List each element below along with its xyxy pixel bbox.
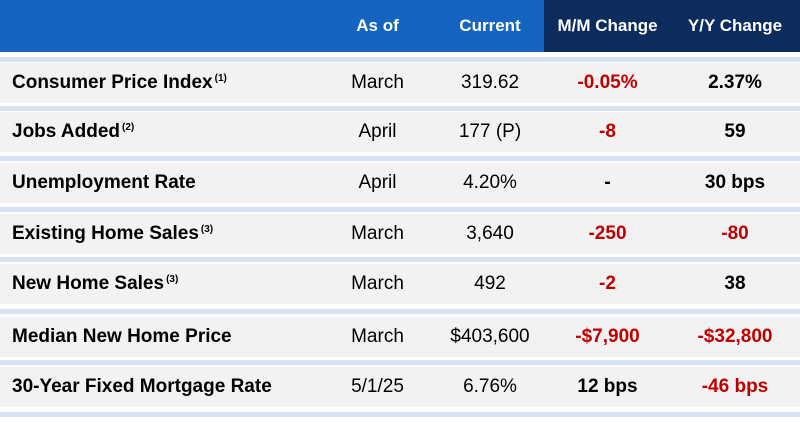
mm-change-cell: -0.05% — [577, 72, 638, 93]
row-label: New Home Sales (3) — [12, 264, 342, 304]
row-separator — [0, 156, 800, 161]
table-row: Existing Home Sales (3) March 3,640 -250 … — [0, 214, 800, 254]
footnote-ref: (3) — [166, 274, 179, 285]
current-cell: 177 (P) — [458, 121, 522, 142]
footnote-ref: (3) — [200, 224, 214, 235]
table-row: 30-Year Fixed Mortgage Rate 5/1/25 6.76%… — [0, 367, 800, 407]
mm-change-cell: -2 — [599, 273, 616, 294]
current-cell: 4.20% — [463, 172, 517, 193]
yy-change-cell: -80 — [721, 223, 749, 244]
row-separator — [0, 360, 800, 365]
current-cell: 492 — [474, 273, 506, 294]
table-row: Unemployment Rate April 4.20% - 30 bps — [0, 163, 800, 203]
yy-change-cell: -46 bps — [701, 376, 769, 397]
row-label-text: New Home Sales — [12, 273, 165, 294]
row-label: Jobs Added (2) — [12, 112, 342, 152]
table-row: Consumer Price Index (1) March 319.62 -0.… — [0, 63, 800, 103]
row-label-text: Jobs Added — [12, 121, 121, 142]
table-row: Median New Home Price March $403,600 -$7… — [0, 317, 800, 357]
row-label: Consumer Price Index (1) — [12, 63, 342, 103]
as-of-cell: April — [358, 121, 397, 142]
yy-change-cell: 30 bps — [704, 172, 766, 193]
row-label: 30-Year Fixed Mortgage Rate — [12, 367, 342, 407]
row-separator — [0, 309, 800, 314]
as-of-cell: April — [358, 172, 397, 193]
row-label-text: Consumer Price Index — [12, 72, 213, 93]
current-cell: $403,600 — [450, 326, 530, 347]
header-yy-change: Y/Y Change — [687, 16, 783, 35]
as-of-cell: 5/1/25 — [351, 376, 404, 397]
row-label-text: 30-Year Fixed Mortgage Rate — [12, 376, 272, 397]
table-row: Jobs Added (2) April 177 (P) -8 59 — [0, 112, 800, 152]
footnote-ref: (1) — [214, 73, 227, 84]
as-of-cell: March — [351, 273, 404, 294]
row-label: Existing Home Sales (3) — [12, 214, 342, 254]
mm-change-cell: - — [604, 172, 611, 193]
row-label-text: Median New Home Price — [12, 326, 232, 347]
header-as-of: As of — [356, 16, 399, 35]
row-label: Unemployment Rate — [12, 163, 342, 203]
as-of-cell: March — [351, 326, 404, 347]
table-row: New Home Sales (3) March 492 -2 38 — [0, 264, 800, 304]
mm-change-cell: -$7,900 — [575, 326, 640, 347]
change-header-band — [544, 0, 800, 52]
header-mm-change: M/M Change — [557, 16, 658, 35]
as-of-cell: March — [351, 223, 404, 244]
mm-change-cell: -8 — [599, 121, 616, 142]
footnote-ref: (2) — [122, 122, 135, 133]
mm-change-cell: 12 bps — [577, 376, 638, 397]
row-separator — [0, 257, 800, 262]
row-separator — [0, 207, 800, 212]
yy-change-cell: 2.37% — [708, 72, 762, 93]
current-cell: 6.76% — [463, 376, 517, 397]
current-cell: 319.62 — [460, 72, 520, 93]
header-current: Current — [459, 16, 521, 35]
row-label-text: Unemployment Rate — [12, 172, 196, 193]
row-separator — [0, 57, 800, 62]
yy-change-cell: -$32,800 — [697, 326, 773, 347]
yy-change-cell: 59 — [724, 121, 746, 142]
yy-change-cell: 38 — [724, 273, 746, 294]
row-label-text: Existing Home Sales — [12, 223, 199, 244]
mm-change-cell: -250 — [588, 223, 627, 244]
row-label: Median New Home Price — [12, 317, 342, 357]
row-separator — [0, 412, 800, 417]
current-cell: 3,640 — [466, 223, 514, 244]
as-of-cell: March — [351, 72, 404, 93]
row-separator — [0, 106, 800, 111]
